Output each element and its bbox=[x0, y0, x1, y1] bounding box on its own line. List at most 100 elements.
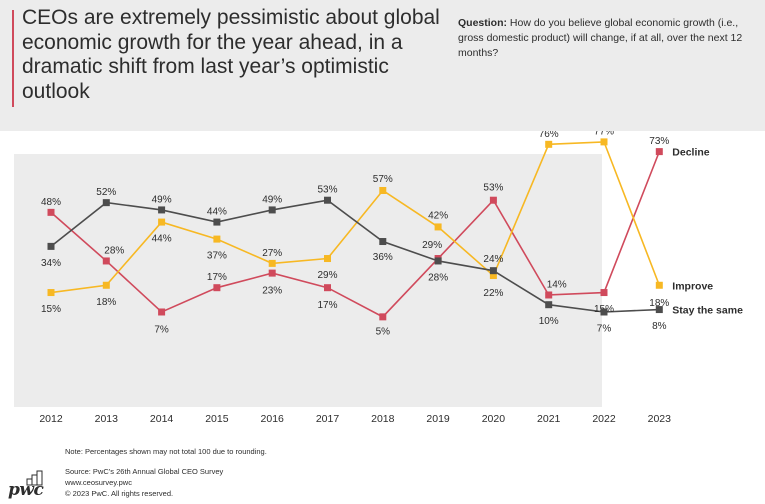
x-tick-label: 2019 bbox=[426, 413, 450, 425]
data-label-improve: 37% bbox=[207, 251, 227, 262]
data-label-improve: 42% bbox=[428, 210, 448, 221]
data-label-stay-the-same: 53% bbox=[317, 185, 337, 196]
data-label-stay-the-same: 24% bbox=[483, 254, 503, 265]
data-point-improve bbox=[379, 186, 387, 194]
data-point-stay-the-same bbox=[489, 267, 497, 275]
data-label-stay-the-same: 52% bbox=[96, 187, 116, 198]
x-tick-label: 2020 bbox=[482, 413, 506, 425]
data-point-stay-the-same bbox=[545, 301, 553, 309]
headline: CEOs are extremely pessimistic about glo… bbox=[22, 6, 440, 103]
data-point-improve bbox=[489, 272, 497, 280]
x-tick-label: 2016 bbox=[261, 413, 285, 425]
data-point-stay-the-same bbox=[434, 257, 442, 265]
x-tick-label: 2012 bbox=[39, 413, 63, 425]
data-point-decline bbox=[102, 257, 110, 265]
data-point-stay-the-same bbox=[379, 238, 387, 246]
series-line-stay-the-same bbox=[50, 199, 660, 313]
legend-label-stay-the-same: Stay the same bbox=[672, 305, 743, 317]
accent-bar bbox=[12, 10, 14, 107]
data-point-decline bbox=[379, 313, 387, 321]
data-label-decline: 53% bbox=[483, 183, 503, 194]
data-label-improve: 29% bbox=[317, 270, 337, 281]
data-label-stay-the-same: 49% bbox=[262, 194, 282, 205]
data-label-decline: 28% bbox=[104, 245, 124, 256]
pwc-logo-icon bbox=[26, 470, 43, 486]
data-label-decline: 7% bbox=[154, 324, 169, 335]
x-tick-label: 2015 bbox=[205, 413, 229, 425]
data-point-decline bbox=[47, 208, 55, 216]
data-label-improve: 22% bbox=[483, 288, 503, 299]
data-label-stay-the-same: 10% bbox=[539, 316, 559, 327]
data-point-improve bbox=[324, 255, 331, 263]
data-point-improve bbox=[600, 138, 608, 146]
legend-label-decline: Decline bbox=[672, 147, 710, 159]
data-point-improve bbox=[213, 235, 221, 243]
data-point-decline bbox=[158, 308, 166, 316]
data-point-stay-the-same bbox=[268, 206, 276, 214]
data-point-improve bbox=[268, 259, 276, 267]
x-tick-label: 2018 bbox=[371, 413, 395, 425]
data-point-improve bbox=[158, 218, 166, 226]
series-line-improve bbox=[50, 141, 661, 294]
data-point-improve bbox=[102, 281, 110, 289]
data-label-stay-the-same: 28% bbox=[428, 272, 448, 283]
data-point-decline bbox=[600, 289, 608, 297]
data-label-stay-the-same: 44% bbox=[207, 207, 227, 218]
data-label-decline: 17% bbox=[207, 272, 227, 283]
x-tick-label: 2013 bbox=[95, 413, 119, 425]
data-label-decline: 23% bbox=[262, 286, 282, 297]
data-point-improve bbox=[655, 281, 663, 289]
data-label-stay-the-same: 7% bbox=[597, 323, 612, 334]
data-label-stay-the-same: 36% bbox=[373, 252, 393, 263]
data-point-stay-the-same bbox=[655, 306, 663, 314]
x-tick-label: 2014 bbox=[150, 413, 174, 425]
data-label-improve: 27% bbox=[262, 248, 282, 259]
line-chart: 2012 2013 2014 2015 2016 2017 2018 2019 2020 2021… bbox=[14, 131, 743, 425]
data-point-stay-the-same bbox=[158, 206, 166, 214]
data-point-stay-the-same bbox=[47, 242, 55, 250]
plot-background bbox=[14, 154, 602, 407]
pwc-logo-text: pwc bbox=[8, 480, 44, 500]
data-label-improve: 76% bbox=[539, 131, 559, 140]
data-label-decline: 48% bbox=[41, 197, 61, 208]
data-label-decline: 14% bbox=[547, 279, 567, 290]
data-point-stay-the-same bbox=[600, 308, 608, 316]
data-point-improve bbox=[545, 140, 553, 148]
data-label-stay-the-same: 49% bbox=[152, 194, 172, 205]
question-label: Question: bbox=[458, 17, 507, 29]
x-tick-label: 2022 bbox=[592, 413, 616, 425]
source-text: Source: PwC’s 26th Annual Global CEO Sur… bbox=[65, 467, 224, 476]
data-point-decline bbox=[324, 284, 331, 292]
data-label-improve: 15% bbox=[41, 304, 61, 315]
x-tick-label: 2017 bbox=[316, 413, 340, 425]
data-label-stay-the-same: 8% bbox=[652, 321, 667, 332]
data-point-decline bbox=[545, 291, 553, 299]
data-label-improve: 77% bbox=[594, 131, 614, 137]
data-label-improve: 18% bbox=[649, 298, 669, 309]
data-label-decline: 17% bbox=[317, 300, 337, 311]
data-point-stay-the-same bbox=[102, 199, 110, 207]
data-label-stay-the-same: 34% bbox=[41, 258, 61, 269]
data-label-decline: 73% bbox=[649, 136, 669, 147]
series-line-decline bbox=[50, 151, 661, 318]
footnote: Note: Percentages shown may not total 10… bbox=[65, 447, 267, 456]
copyright-text: © 2023 PwC. All rights reserved. bbox=[65, 489, 174, 498]
data-point-improve bbox=[434, 223, 442, 231]
data-label-improve: 18% bbox=[96, 297, 116, 308]
data-label-decline: 29% bbox=[422, 240, 442, 251]
x-tick-label: 2023 bbox=[648, 413, 672, 425]
data-point-stay-the-same bbox=[213, 218, 221, 226]
x-tick-label: 2021 bbox=[537, 413, 561, 425]
question-text: How do you believe global economic growt… bbox=[458, 17, 743, 59]
survey-question: Question: How do you believe global econ… bbox=[458, 16, 758, 61]
header-panel: CEOs are extremely pessimistic about glo… bbox=[0, 0, 765, 131]
data-label-improve: 44% bbox=[152, 234, 172, 245]
data-label-decline: 5% bbox=[376, 326, 391, 337]
data-label-improve: 57% bbox=[373, 174, 393, 185]
data-point-decline bbox=[268, 269, 276, 277]
data-point-decline bbox=[655, 148, 663, 156]
data-point-decline bbox=[489, 196, 497, 204]
data-point-improve bbox=[47, 289, 55, 297]
data-point-decline bbox=[213, 284, 221, 292]
source-url[interactable]: www.ceosurvey.pwc bbox=[65, 478, 132, 487]
